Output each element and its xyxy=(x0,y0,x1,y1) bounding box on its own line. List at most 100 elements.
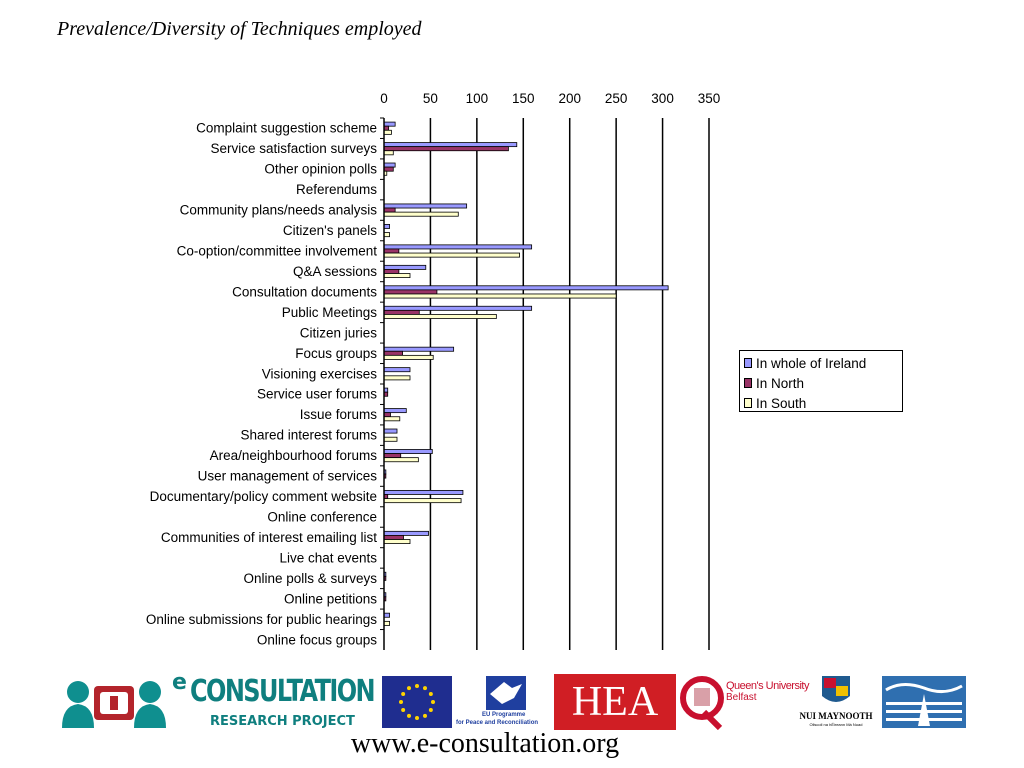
x-tick-label: 50 xyxy=(423,91,438,106)
bar-whole-ireland xyxy=(383,264,427,270)
category-label: Service user forums xyxy=(257,387,377,402)
bar-south xyxy=(383,273,411,278)
x-tick-label: 300 xyxy=(651,91,674,106)
bar-whole-ireland xyxy=(383,428,398,434)
eu-star xyxy=(407,686,411,691)
category-label: Public Meetings xyxy=(282,305,378,320)
category-label: Communities of interest emailing list xyxy=(161,530,377,545)
nui-maynooth-text: NUI MAYNOOTH xyxy=(799,711,873,721)
category-label: Community plans/needs analysis xyxy=(180,203,378,218)
category-label: Issue forums xyxy=(300,407,378,422)
x-tick-label: 200 xyxy=(558,91,581,106)
bar-north xyxy=(383,350,403,356)
econsultation-sub: RESEARCH PROJECT xyxy=(210,714,355,729)
bar-whole-ireland xyxy=(383,612,390,618)
bar-whole-ireland xyxy=(383,203,468,209)
bar-north xyxy=(383,248,400,254)
bar-whole-ireland xyxy=(383,489,464,495)
footer-url: www.e-consultation.org xyxy=(350,728,620,759)
bar-north xyxy=(383,309,420,315)
category-label: Co-option/committee involvement xyxy=(177,244,378,259)
x-tick-label: 150 xyxy=(512,91,535,106)
logo-strip: e CONSULTATION RESEARCH PROJECT EU Progr… xyxy=(60,670,966,730)
bar-south xyxy=(383,314,497,319)
category-label: Complaint suggestion scheme xyxy=(196,121,377,136)
bar-whole-ireland xyxy=(383,449,433,454)
eu-star xyxy=(401,692,406,696)
econsultation-people-logo xyxy=(60,678,168,728)
legend-label-south: In South xyxy=(756,395,807,411)
chart-legend: In whole of Ireland In North In South xyxy=(739,350,903,412)
category-label: Focus groups xyxy=(295,346,377,361)
bar-whole-ireland xyxy=(383,346,455,352)
bar-north xyxy=(383,453,402,459)
nui-maynooth-logo: NUI MAYNOOTH Ollscoil na hÉireann Má Nua… xyxy=(792,674,880,730)
bar-south xyxy=(383,539,411,544)
eu-star xyxy=(423,686,427,691)
category-label: Online submissions for public hearings xyxy=(146,612,377,627)
legend-item-south: In South xyxy=(744,393,898,413)
eu-star xyxy=(415,684,419,688)
bar-whole-ireland xyxy=(383,367,411,373)
eu-star xyxy=(415,716,419,720)
category-label: Citizen's panels xyxy=(283,223,377,238)
x-tick-label: 250 xyxy=(605,91,628,106)
x-tick-label: 350 xyxy=(698,91,721,106)
bar-whole-ireland xyxy=(383,285,669,291)
econsultation-e: e xyxy=(172,670,187,695)
eu-programme-line1: EU Programme xyxy=(482,712,526,718)
bar-south xyxy=(383,232,390,238)
category-label: Service satisfaction surveys xyxy=(210,141,377,156)
category-label: Consultation documents xyxy=(232,284,377,299)
bar-north xyxy=(383,166,394,172)
x-tick-label: 100 xyxy=(466,91,489,106)
legend-item-whole-ireland: In whole of Ireland xyxy=(744,353,898,373)
bar-north xyxy=(383,269,400,274)
hea-text: HEA xyxy=(571,679,659,725)
hea-logo: HEA xyxy=(554,674,676,730)
bar-south xyxy=(383,211,459,217)
queens-line1: Queen's University xyxy=(726,680,809,692)
queens-line2: Belfast xyxy=(726,692,757,703)
bar-south xyxy=(383,354,434,360)
eu-star xyxy=(428,692,433,696)
bridge-emblem-logo xyxy=(882,676,966,728)
bar-south xyxy=(383,375,411,381)
category-label: Referendums xyxy=(296,182,377,197)
legend-swatch-whole-ireland xyxy=(744,358,752,368)
category-label: Citizen juries xyxy=(300,325,378,340)
bar-whole-ireland xyxy=(383,162,396,168)
bar-chart: 0 50 100 150 200 250 300 350 Complaint suggestio… xyxy=(146,91,721,650)
eu-star xyxy=(401,708,406,712)
category-label: Online conference xyxy=(267,510,377,525)
category-label: Online petitions xyxy=(284,591,377,606)
bar-north xyxy=(383,146,509,152)
econsultation-main: CONSULTATION xyxy=(190,674,376,709)
bar-north xyxy=(383,289,438,295)
econsultation-text-logo: e CONSULTATION RESEARCH PROJECT xyxy=(172,670,377,730)
queens-university-logo: Queen's University Belfast xyxy=(680,674,820,730)
bar-whole-ireland xyxy=(383,305,533,311)
legend-item-north: In North xyxy=(744,373,898,393)
bar-south xyxy=(383,457,419,463)
bar-whole-ireland xyxy=(383,244,533,250)
bar-north xyxy=(383,207,396,213)
nui-maynooth-sub: Ollscoil na hÉireann Má Nuad xyxy=(809,722,863,727)
dove-icon xyxy=(486,676,526,710)
legend-label-north: In North xyxy=(756,375,805,391)
category-label: Shared interest forums xyxy=(240,428,377,443)
eu-star xyxy=(423,713,427,718)
eu-programme-line2: for Peace and Reconciliation xyxy=(456,720,539,726)
category-label: Q&A sessions xyxy=(293,264,377,279)
bar-south xyxy=(383,416,401,422)
category-label: Visioning exercises xyxy=(262,366,378,381)
queens-q-emblem xyxy=(680,676,724,730)
bar-whole-ireland xyxy=(383,408,407,414)
bar-south xyxy=(383,293,617,299)
bar-south xyxy=(383,150,394,156)
bar-south xyxy=(383,129,392,135)
bar-south xyxy=(383,620,390,626)
bar-whole-ireland xyxy=(383,530,429,536)
category-label: Area/neighbourhood forums xyxy=(210,448,378,463)
eu-programme-logo: EU Programme for Peace and Reconciliatio… xyxy=(456,674,550,730)
